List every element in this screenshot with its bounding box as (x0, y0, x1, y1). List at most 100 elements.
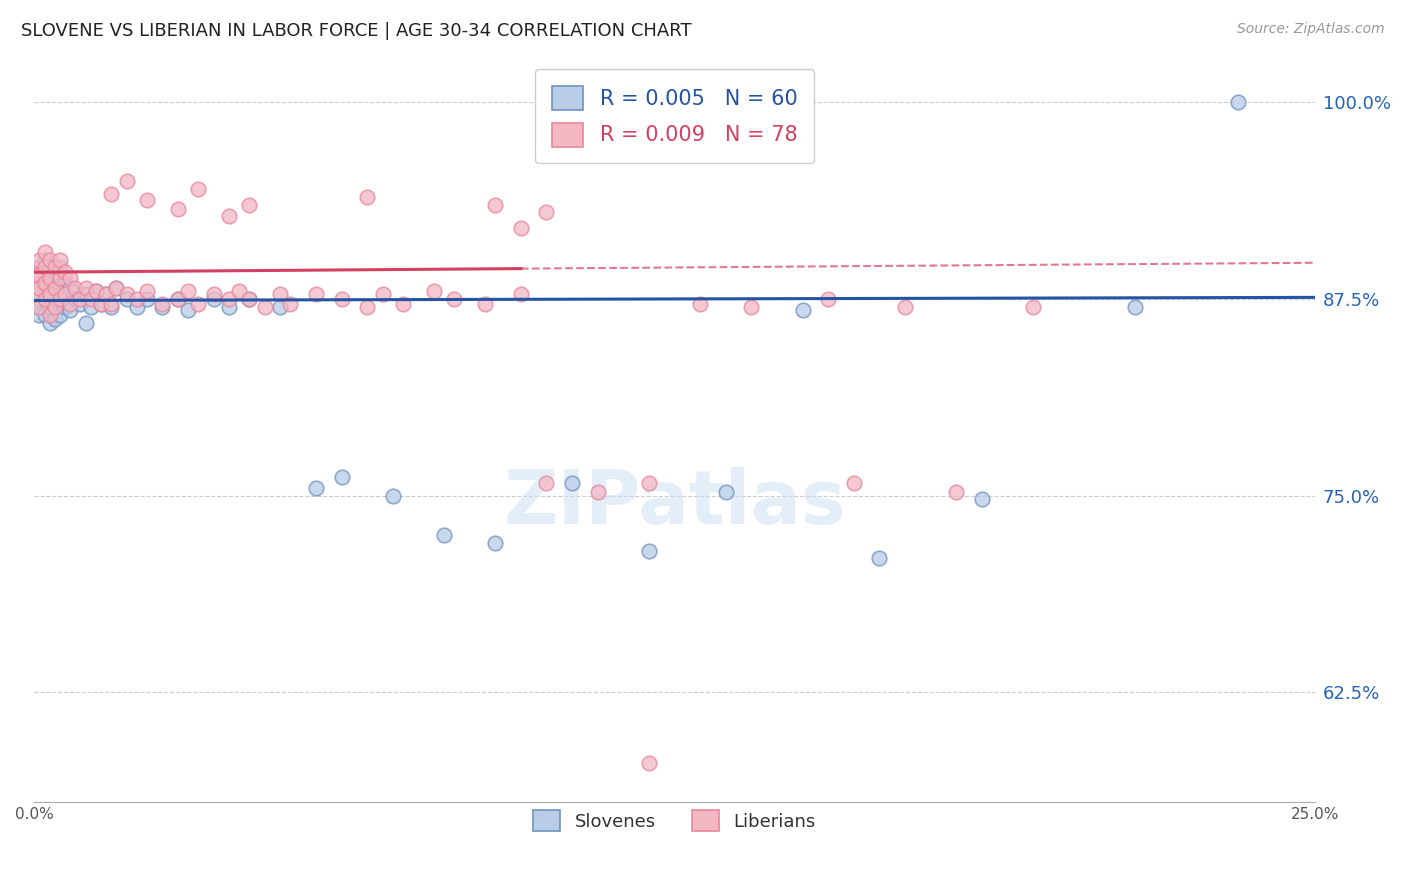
Point (894, 300, 917, 314)
Point (28, 277, 51, 291)
Point (689, 296, 711, 310)
Point (433, 528, 456, 542)
Point (125, 300, 148, 314)
Point (44, 260, 66, 275)
Point (44, 265, 66, 279)
Point (49, 252, 72, 267)
Point (90, 296, 112, 310)
Text: SLOVENE VS LIBERIAN IN LABOR FORCE | AGE 30-34 CORRELATION CHART: SLOVENE VS LIBERIAN IN LABOR FORCE | AGE… (21, 22, 692, 40)
Point (28, 292, 51, 306)
Point (69, 296, 91, 310)
Point (536, 205, 558, 219)
Point (484, 535, 506, 549)
Point (53, 287, 76, 301)
Point (100, 186, 122, 201)
Point (34, 244, 56, 259)
Point (202, 292, 225, 306)
Point (125, 292, 148, 306)
Point (166, 292, 188, 306)
Point (28, 300, 51, 314)
Point (75, 281, 97, 295)
Point (1022, 300, 1045, 314)
Point (238, 292, 260, 306)
Point (842, 475, 865, 490)
Point (356, 190, 378, 204)
Point (115, 292, 138, 306)
Point (561, 475, 583, 490)
Point (44, 300, 66, 314)
Point (59, 302, 82, 317)
Point (49, 287, 72, 301)
Point (253, 300, 276, 314)
Point (100, 300, 122, 314)
Point (90, 296, 112, 310)
Point (38, 277, 60, 291)
Point (136, 193, 159, 207)
Text: ZIPatlas: ZIPatlas (503, 467, 846, 540)
Point (65, 281, 87, 295)
Point (177, 302, 200, 317)
Point (330, 469, 353, 483)
Point (177, 284, 200, 298)
Point (136, 284, 159, 298)
Point (28, 260, 51, 275)
Legend: Slovenes, Liberians: Slovenes, Liberians (519, 796, 830, 846)
Point (115, 287, 138, 301)
Point (69, 292, 91, 306)
Point (638, 543, 661, 558)
Point (59, 296, 82, 310)
Point (34, 281, 56, 295)
Point (166, 202, 188, 217)
Point (84, 284, 107, 298)
Point (34, 292, 56, 306)
Point (28, 268, 51, 283)
Point (484, 197, 506, 211)
Point (638, 475, 661, 490)
Point (443, 292, 465, 306)
Point (218, 300, 240, 314)
Point (392, 296, 415, 310)
Point (945, 485, 967, 500)
Point (509, 287, 531, 301)
Point (305, 287, 328, 301)
Point (59, 271, 82, 285)
Point (38, 300, 60, 314)
Point (44, 281, 66, 295)
Point (34, 292, 56, 306)
Point (53, 277, 76, 291)
Point (34, 252, 56, 267)
Point (28, 252, 51, 267)
Point (75, 287, 97, 301)
Point (34, 260, 56, 275)
Point (115, 174, 138, 188)
Point (105, 281, 128, 295)
Point (38, 252, 60, 267)
Point (49, 271, 72, 285)
Point (509, 221, 531, 235)
Point (152, 300, 174, 314)
Point (187, 182, 209, 196)
Point (38, 260, 60, 275)
Point (22, 268, 45, 283)
Point (38, 316, 60, 330)
Point (136, 292, 159, 306)
Point (53, 300, 76, 314)
Point (38, 287, 60, 301)
Text: Source: ZipAtlas.com: Source: ZipAtlas.com (1237, 22, 1385, 37)
Point (38, 287, 60, 301)
Point (586, 485, 609, 500)
Point (536, 475, 558, 490)
Point (94, 287, 117, 301)
Point (152, 296, 174, 310)
Point (740, 300, 762, 314)
Point (638, 756, 661, 770)
Point (100, 296, 122, 310)
Point (49, 260, 72, 275)
Point (166, 292, 188, 306)
Point (22, 284, 45, 298)
Point (714, 485, 737, 500)
Point (34, 277, 56, 291)
Point (53, 265, 76, 279)
Point (228, 284, 250, 298)
Point (474, 296, 496, 310)
